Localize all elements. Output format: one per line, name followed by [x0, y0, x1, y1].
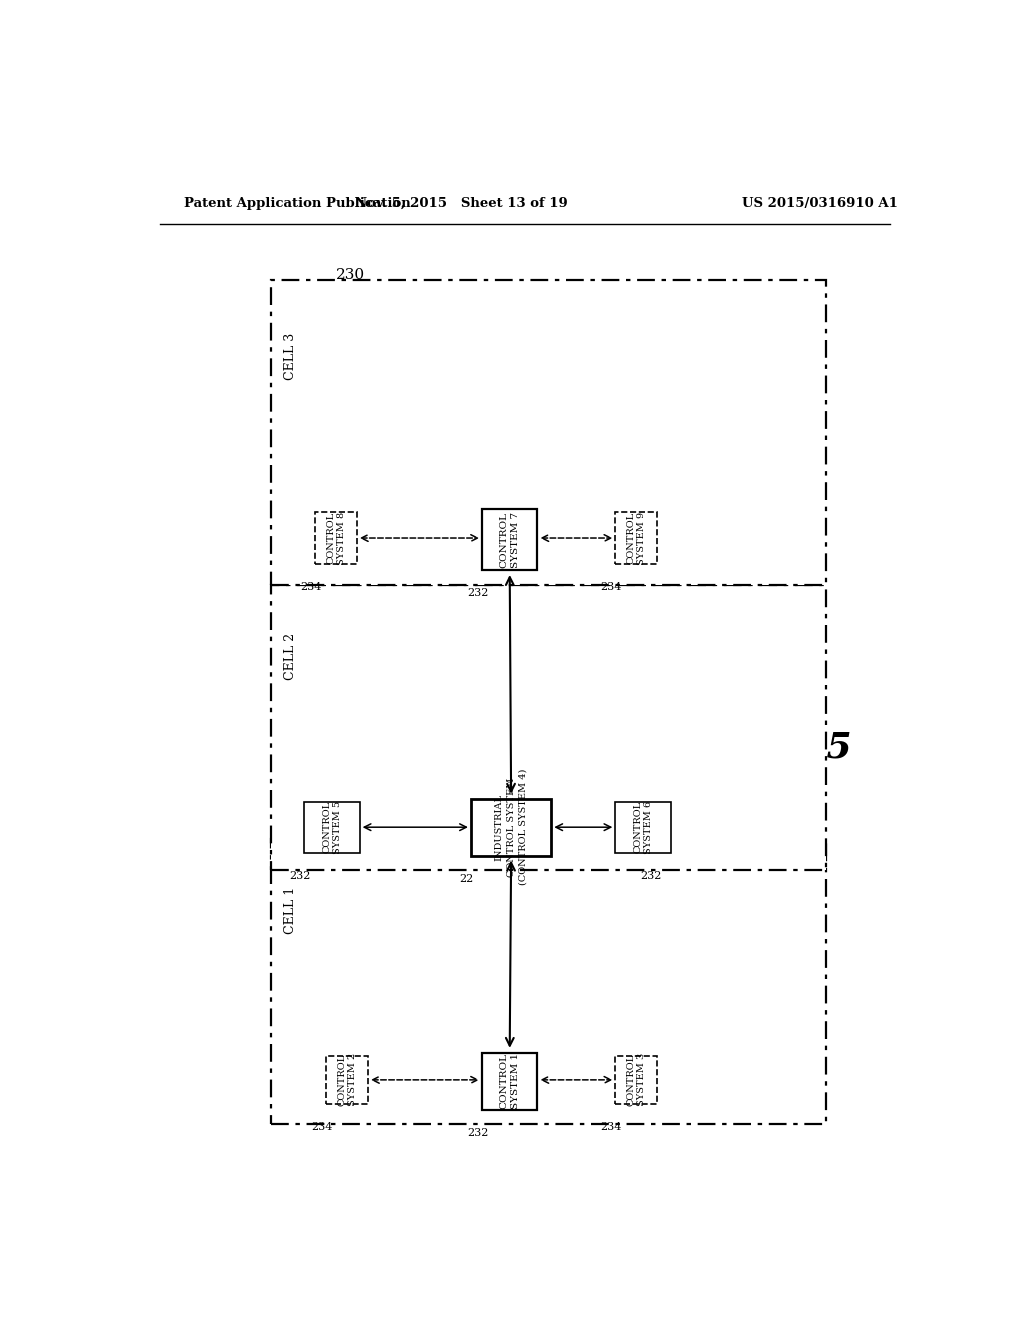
Text: FIG. 15: FIG. 15 [705, 731, 853, 764]
Text: 234: 234 [311, 1122, 333, 1133]
Bar [615, 1056, 657, 1104]
Text: INDUSTRIAL
CONTROL SYSTEM
(CONTROL SYSTEM 4): INDUSTRIAL CONTROL SYSTEM (CONTROL SYSTE… [495, 770, 527, 886]
Text: 232: 232 [467, 589, 488, 598]
Text: 234: 234 [301, 582, 322, 593]
Text: CONTROL
SYSTEM 7: CONTROL SYSTEM 7 [500, 511, 520, 568]
Bar [615, 801, 671, 853]
Bar [471, 799, 551, 855]
Text: 234: 234 [601, 582, 622, 593]
Text: CONTROL
SYSTEM 6: CONTROL SYSTEM 6 [634, 801, 652, 854]
Text: CELL 3: CELL 3 [285, 333, 297, 380]
Text: CONTROL
SYSTEM 9: CONTROL SYSTEM 9 [627, 511, 646, 565]
Text: 22: 22 [460, 874, 474, 884]
Bar [270, 840, 826, 1125]
Bar [315, 512, 357, 564]
Text: CONTROL
SYSTEM 1: CONTROL SYSTEM 1 [500, 1053, 520, 1109]
Text: CONTROL
SYSTEM 5: CONTROL SYSTEM 5 [323, 801, 342, 854]
Bar [615, 512, 657, 564]
Text: CELL 1: CELL 1 [285, 887, 297, 935]
Text: Nov. 5, 2015   Sheet 13 of 19: Nov. 5, 2015 Sheet 13 of 19 [355, 197, 567, 210]
Bar [270, 280, 826, 585]
Text: 232: 232 [640, 871, 662, 880]
Text: 230: 230 [336, 268, 365, 282]
Bar [304, 801, 359, 853]
Text: 234: 234 [601, 1122, 622, 1133]
Text: 232: 232 [290, 871, 311, 880]
Text: CONTROL
SYSTEM 8: CONTROL SYSTEM 8 [327, 511, 346, 565]
Bar [270, 585, 826, 870]
Text: CONTROL
SYSTEM 3: CONTROL SYSTEM 3 [627, 1053, 646, 1106]
Bar [482, 1053, 538, 1110]
Text: Patent Application Publication: Patent Application Publication [183, 197, 411, 210]
Bar [482, 510, 538, 570]
Text: CONTROL
SYSTEM 2: CONTROL SYSTEM 2 [338, 1053, 357, 1106]
Text: 232: 232 [467, 1129, 488, 1138]
Text: CELL 2: CELL 2 [285, 632, 297, 680]
Text: US 2015/0316910 A1: US 2015/0316910 A1 [742, 197, 898, 210]
Bar [327, 1056, 368, 1104]
